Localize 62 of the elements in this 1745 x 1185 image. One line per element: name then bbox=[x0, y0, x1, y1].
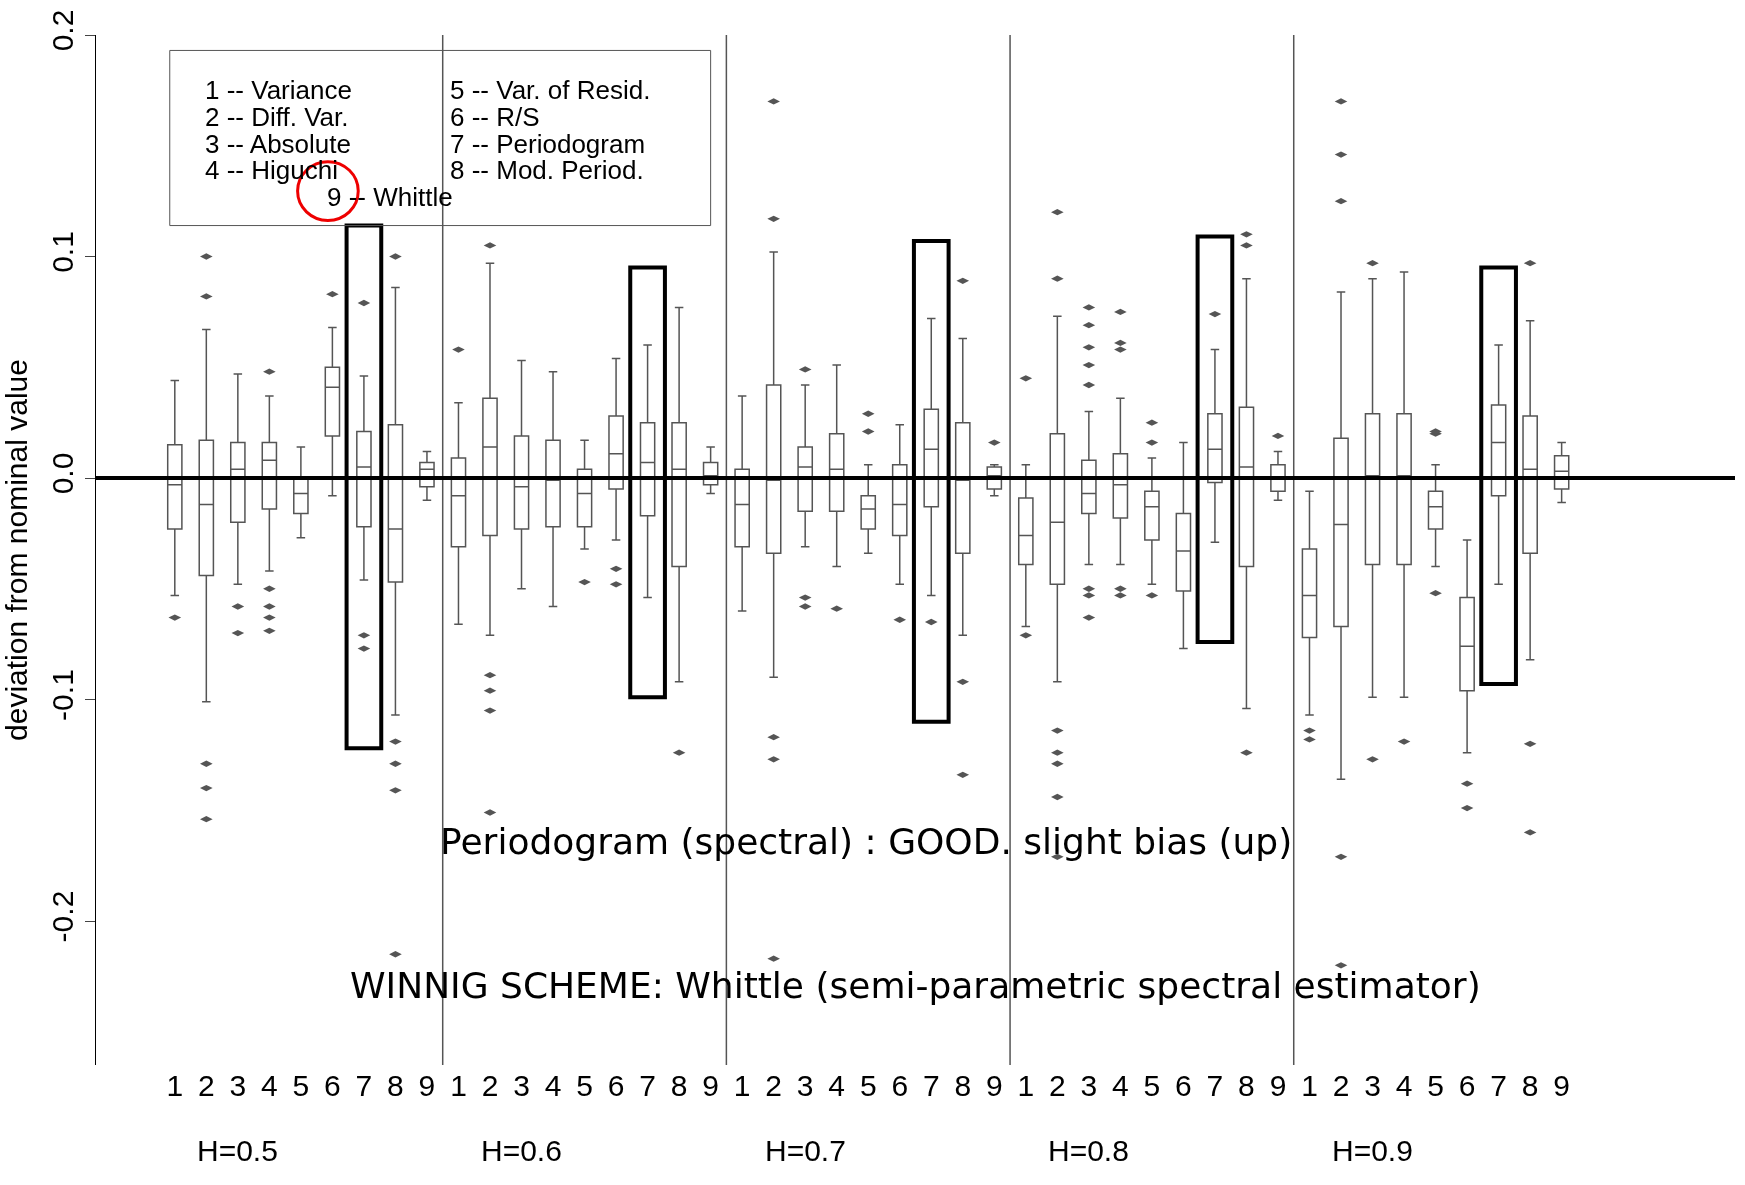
x-tick-label: 2 bbox=[197, 1069, 215, 1102]
annotation: 1 -- Variance bbox=[205, 75, 352, 105]
x-tick-label: 4 bbox=[544, 1069, 562, 1102]
y-tick-label: 0.1 bbox=[46, 231, 79, 273]
x-tick-label: 6 bbox=[1458, 1069, 1476, 1102]
y-tick-label: -0.1 bbox=[46, 669, 79, 721]
annotation: 3 -- Absolute bbox=[205, 129, 351, 159]
x-tick-label: 1 bbox=[1017, 1069, 1035, 1102]
y-axis-title: deviation from nominal value bbox=[0, 359, 33, 741]
y-tick-label: 0.2 bbox=[46, 9, 79, 52]
x-tick-label: 8 bbox=[954, 1069, 972, 1102]
x-tick-label: 4 bbox=[1395, 1069, 1413, 1102]
x-tick-label: 7 bbox=[1206, 1069, 1224, 1102]
text: H=0.6 bbox=[481, 1134, 562, 1167]
x-tick-label: 5 bbox=[859, 1069, 877, 1102]
x-tick-label: 9 bbox=[702, 1069, 719, 1102]
x-tick-label: 6 bbox=[324, 1069, 341, 1102]
x-tick-label: 3 bbox=[229, 1069, 247, 1102]
y-tick-label: 0.0 bbox=[46, 452, 79, 495]
x-tick-label: 2 bbox=[1049, 1069, 1066, 1102]
annotation: 7 -- Periodogram bbox=[450, 129, 646, 159]
x-tick-label: 7 bbox=[922, 1069, 940, 1102]
x-tick-label: 8 bbox=[1521, 1069, 1539, 1102]
x-tick-label: 5 bbox=[1427, 1069, 1444, 1102]
x-tick-label: 8 bbox=[1238, 1069, 1255, 1102]
text: H=0.9 bbox=[1332, 1134, 1413, 1167]
annotation: 5 -- Var. of Resid. bbox=[450, 75, 651, 105]
x-tick-label: 3 bbox=[796, 1069, 814, 1102]
x-tick-label: 6 bbox=[607, 1069, 625, 1102]
x-tick-label: 5 bbox=[1143, 1069, 1161, 1102]
x-tick-label: 6 bbox=[1175, 1069, 1192, 1102]
x-tick-label: 7 bbox=[1490, 1069, 1507, 1102]
x-tick-label: 2 bbox=[1332, 1069, 1350, 1102]
x-tick-label: 7 bbox=[355, 1069, 373, 1102]
x-tick-label: 1 bbox=[166, 1069, 184, 1102]
x-tick-label: 9 bbox=[985, 1069, 1003, 1102]
x-tick-label: 9 bbox=[1553, 1069, 1570, 1102]
annotation: 2 -- Diff. Var. bbox=[205, 102, 349, 132]
x-tick-label: 9 bbox=[1269, 1069, 1287, 1102]
x-tick-label: 4 bbox=[261, 1069, 278, 1102]
x-tick-label: 8 bbox=[387, 1069, 404, 1102]
x-tick-label: 1 bbox=[733, 1069, 751, 1102]
x-tick-label: 3 bbox=[513, 1069, 530, 1102]
x-tick-label: 1 bbox=[1301, 1069, 1318, 1102]
x-tick-label: 4 bbox=[828, 1069, 846, 1102]
x-tick-label: 8 bbox=[670, 1069, 688, 1102]
x-tick-label: 4 bbox=[1112, 1069, 1129, 1102]
annotation: 6 -- R/S bbox=[450, 102, 540, 132]
x-tick-label: 5 bbox=[292, 1069, 310, 1102]
x-tick-label: 5 bbox=[576, 1069, 593, 1102]
y-tick-label: -0.2 bbox=[46, 890, 79, 943]
text: H=0.8 bbox=[1048, 1134, 1129, 1167]
text: H=0.7 bbox=[765, 1134, 846, 1167]
x-tick-label: 6 bbox=[891, 1069, 909, 1102]
x-tick-label: 7 bbox=[639, 1069, 656, 1102]
text: H=0.5 bbox=[197, 1134, 278, 1167]
x-tick-label: 3 bbox=[1080, 1069, 1098, 1102]
x-tick-label: 2 bbox=[481, 1069, 499, 1102]
x-tick-label: 3 bbox=[1364, 1069, 1381, 1102]
x-tick-label: 2 bbox=[765, 1069, 782, 1102]
x-tick-label: 1 bbox=[450, 1069, 467, 1102]
x-tick-label: 9 bbox=[418, 1069, 436, 1102]
